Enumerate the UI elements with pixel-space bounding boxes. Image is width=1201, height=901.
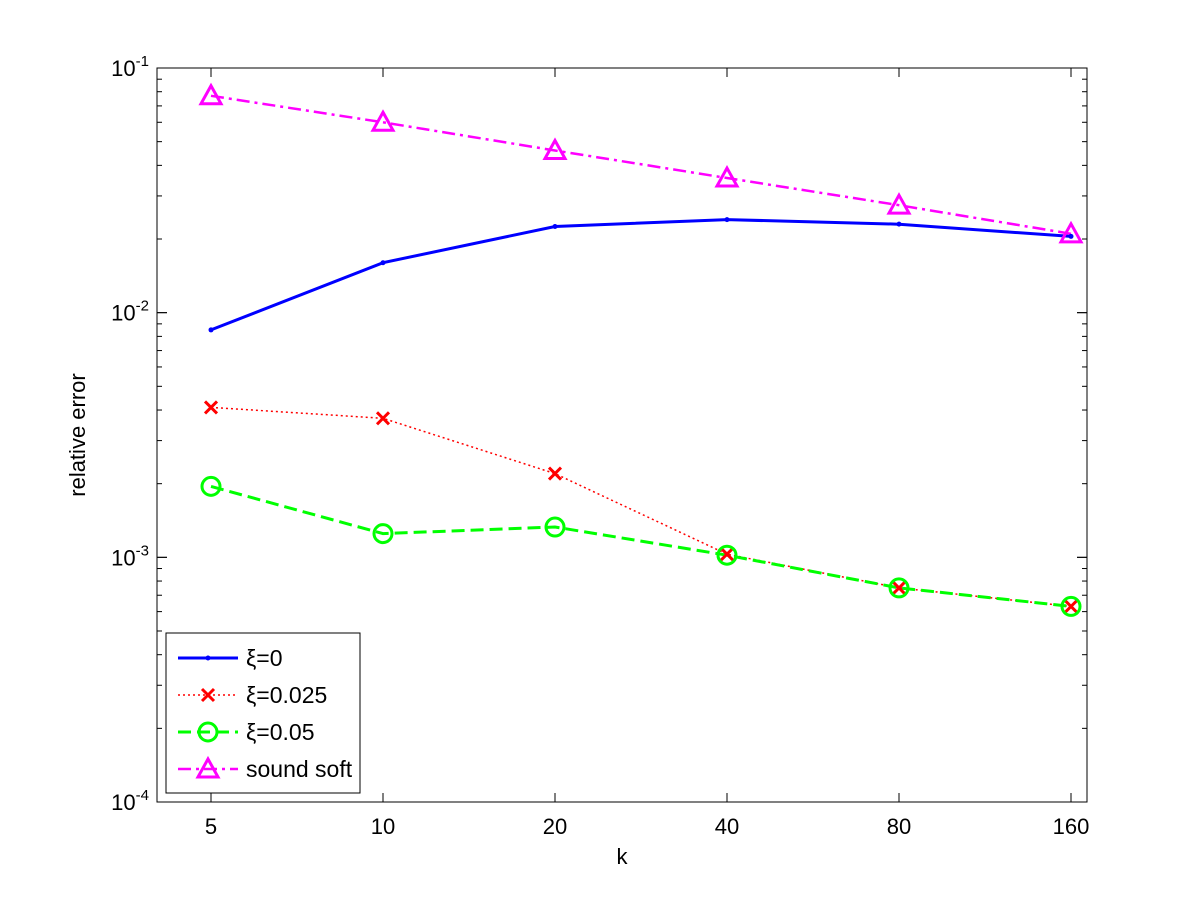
data-point-1-2 bbox=[547, 466, 563, 481]
data-point-1-5 bbox=[1063, 599, 1079, 614]
legend-marker-2 bbox=[197, 721, 219, 743]
y-tick-label: 10-4 bbox=[111, 787, 149, 815]
data-point-0-2 bbox=[552, 223, 558, 229]
legend-marker-3 bbox=[195, 755, 221, 779]
data-point-1-0 bbox=[203, 400, 219, 415]
x-tick-label: 80 bbox=[887, 814, 911, 839]
data-point-1-4 bbox=[891, 580, 907, 595]
legend-label-0: ξ=0 bbox=[246, 645, 283, 671]
series-line-3 bbox=[210, 94, 1072, 236]
series-lines bbox=[210, 94, 1072, 608]
data-point-2-5 bbox=[1060, 595, 1082, 617]
data-point-2-2 bbox=[544, 516, 566, 538]
x-tick-label: 40 bbox=[715, 814, 739, 839]
data-point-3-2 bbox=[542, 137, 568, 161]
data-point-0-1 bbox=[380, 260, 386, 266]
data-point-1-1 bbox=[375, 411, 391, 426]
y-tick-labels: 10-1 10-2 10-3 10-4 bbox=[111, 53, 149, 815]
data-point-2-3 bbox=[716, 544, 738, 566]
data-point-3-0 bbox=[198, 82, 224, 106]
data-point-0-5 bbox=[1068, 233, 1074, 239]
x-tick-labels: 5 10 20 40 80 160 bbox=[205, 814, 1089, 839]
series-line-0 bbox=[210, 218, 1072, 332]
data-point-2-1 bbox=[372, 523, 394, 545]
data-point-2-4 bbox=[888, 577, 910, 599]
y-tick-label: 10-2 bbox=[111, 298, 149, 326]
data-point-3-5 bbox=[1058, 220, 1084, 244]
legend-label-3: sound soft bbox=[246, 756, 353, 782]
y-tick-label: 10-3 bbox=[111, 542, 149, 570]
data-point-0-0 bbox=[208, 327, 214, 333]
x-tick-label: 20 bbox=[543, 814, 567, 839]
legend: ξ=0 ξ=0.025 ξ=0.05 sound soft bbox=[165, 632, 361, 794]
data-point-3-3 bbox=[714, 164, 740, 188]
data-point-0-4 bbox=[896, 221, 902, 227]
x-axis-label: k bbox=[617, 844, 629, 869]
data-point-2-0 bbox=[200, 475, 222, 497]
legend-label-1: ξ=0.025 bbox=[246, 682, 327, 708]
legend-marker-0 bbox=[205, 655, 211, 661]
axis-ticks bbox=[157, 67, 1087, 803]
x-tick-label: 10 bbox=[371, 814, 395, 839]
x-tick-label: 5 bbox=[205, 814, 217, 839]
y-axis-label: relative error bbox=[65, 373, 90, 496]
data-point-1-3 bbox=[719, 547, 735, 562]
series-line-2 bbox=[210, 484, 1072, 608]
plot-frame bbox=[156, 67, 1088, 803]
legend-box bbox=[165, 632, 361, 794]
legend-marker-1 bbox=[200, 687, 216, 703]
x-tick-label: 160 bbox=[1053, 814, 1090, 839]
data-point-3-1 bbox=[370, 109, 396, 132]
series-markers bbox=[198, 82, 1084, 617]
data-point-0-3 bbox=[724, 217, 730, 223]
legend-label-2: ξ=0.05 bbox=[246, 719, 315, 745]
y-tick-label: 10-1 bbox=[111, 53, 149, 81]
data-point-3-4 bbox=[886, 192, 912, 215]
